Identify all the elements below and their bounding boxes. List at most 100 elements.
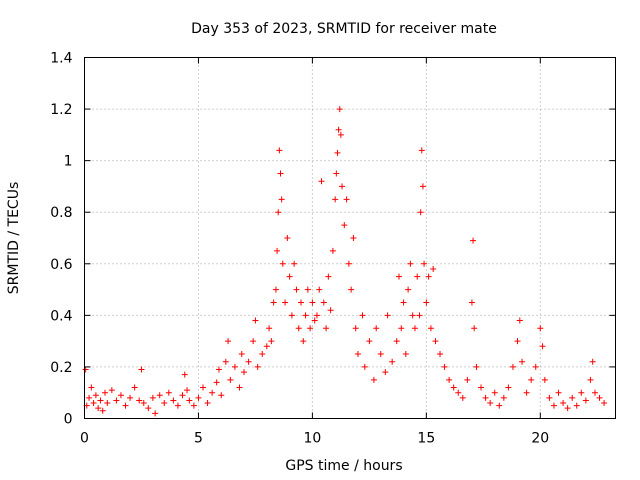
data-point: [337, 131, 344, 138]
data-point: [186, 397, 193, 404]
chart-title: Day 353 of 2023, SRMTID for receiver mat…: [191, 21, 497, 37]
data-point: [389, 358, 396, 365]
data-point: [97, 397, 104, 404]
x-tick-label: 10: [303, 431, 321, 447]
data-point: [99, 407, 106, 414]
data-point: [560, 400, 567, 407]
data-point: [487, 400, 494, 407]
data-point: [323, 325, 330, 332]
data-point: [102, 389, 109, 396]
data-point: [450, 384, 457, 391]
data-point: [516, 317, 523, 324]
data-point: [311, 317, 318, 324]
data-point: [509, 363, 516, 370]
data-point: [343, 196, 350, 203]
data-point: [276, 147, 283, 154]
data-point: [95, 405, 102, 412]
data-point: [432, 338, 439, 345]
data-point: [279, 260, 286, 267]
data-point: [302, 312, 309, 319]
data-point: [90, 400, 97, 407]
data-point: [411, 325, 418, 332]
data-point: [423, 299, 430, 306]
data-point: [181, 371, 188, 378]
data-point: [407, 260, 414, 267]
data-point: [195, 394, 202, 401]
data-point: [550, 402, 557, 409]
y-axis-title: SRMTID / TECUs: [6, 182, 22, 295]
data-point: [546, 394, 553, 401]
data-point: [370, 376, 377, 383]
data-point: [537, 325, 544, 332]
data-point: [496, 402, 503, 409]
data-point: [131, 384, 138, 391]
data-point: [259, 351, 266, 358]
data-point: [519, 358, 526, 365]
data-point: [417, 209, 424, 216]
data-point: [569, 394, 576, 401]
data-point: [427, 325, 434, 332]
y-tick-label: 0: [64, 412, 73, 428]
data-point: [286, 273, 293, 280]
data-point: [300, 338, 307, 345]
x-tick-label: 0: [80, 431, 89, 447]
data-point: [149, 394, 156, 401]
data-point: [421, 260, 428, 267]
data-point: [293, 286, 300, 293]
data-point: [275, 209, 282, 216]
data-point: [395, 273, 402, 280]
data-point: [416, 312, 423, 319]
data-point: [108, 387, 115, 394]
data-point: [341, 222, 348, 229]
data-point: [591, 389, 598, 396]
data-point: [345, 260, 352, 267]
data-point: [222, 358, 229, 365]
data-point: [318, 178, 325, 185]
data-point: [455, 389, 462, 396]
data-point: [304, 286, 311, 293]
data-point: [541, 376, 548, 383]
data-point: [491, 389, 498, 396]
data-point: [334, 149, 341, 156]
data-point: [382, 369, 389, 376]
data-point: [478, 384, 485, 391]
data-point: [215, 366, 222, 373]
data-point: [250, 338, 257, 345]
data-point: [354, 351, 361, 358]
data-point: [409, 312, 416, 319]
data-point: [138, 366, 145, 373]
data-point: [596, 394, 603, 401]
data-point: [288, 312, 295, 319]
data-point: [418, 147, 425, 154]
data-point: [277, 170, 284, 177]
data-point: [213, 379, 220, 386]
data-point: [316, 286, 323, 293]
data-point: [245, 358, 252, 365]
y-tick-label: 1.4: [50, 51, 72, 67]
data-point: [505, 384, 512, 391]
data-point: [555, 389, 562, 396]
data-point: [291, 260, 298, 267]
data-point: [523, 389, 530, 396]
data-point: [441, 363, 448, 370]
data-point: [145, 405, 152, 412]
data-point: [414, 273, 421, 280]
data-point: [573, 402, 580, 409]
data-point: [419, 183, 426, 190]
data-point: [104, 400, 111, 407]
data-point: [252, 317, 259, 324]
x-tick-label: 15: [417, 431, 435, 447]
data-point: [136, 397, 143, 404]
data-point: [140, 400, 147, 407]
data-point: [170, 397, 177, 404]
data-point: [241, 369, 248, 376]
data-point: [514, 338, 521, 345]
data-point: [532, 363, 539, 370]
data-point: [268, 338, 275, 345]
data-point: [539, 343, 546, 350]
data-point: [366, 338, 373, 345]
data-point: [468, 299, 475, 306]
plot-frame: [84, 57, 616, 419]
data-point: [117, 392, 124, 399]
